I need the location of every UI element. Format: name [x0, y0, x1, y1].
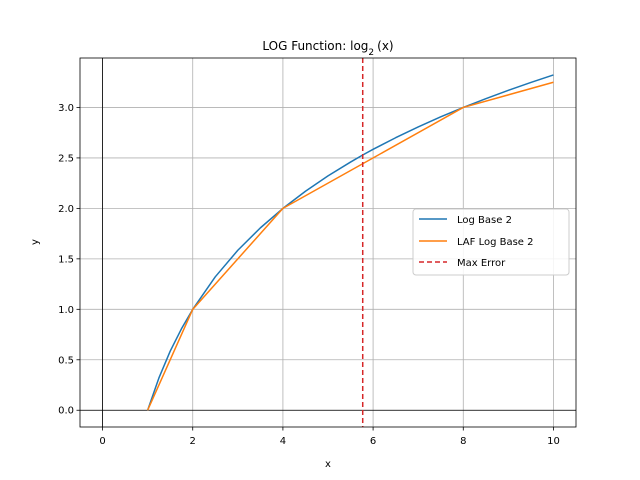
x-tick-label: 10: [547, 436, 560, 447]
legend: Log Base 2 LAF Log Base 2 Max Error: [412, 208, 570, 276]
series-layer: [146, 58, 554, 427]
chart-title: LOG Function: log2 (x): [262, 39, 393, 58]
y-tick-label: 3.0: [58, 103, 74, 114]
y-axis-label: y: [30, 239, 41, 245]
x-tick-label: 4: [280, 436, 286, 447]
y-tick-label: 2.0: [58, 204, 74, 215]
y-tick-label: 0.5: [58, 355, 74, 366]
zero-axis-lines: [80, 58, 576, 427]
x-tick-label: 6: [370, 436, 376, 447]
ticks: 0 2 4 6 8 10 0.0 0.5 1.0 1.5 2.0 2.5 3.0: [58, 103, 560, 447]
x-tick-label: 2: [190, 436, 196, 447]
y-tick-label: 2.5: [58, 153, 74, 164]
y-tick-label: 1.5: [58, 254, 74, 265]
x-axis-label: x: [325, 459, 331, 470]
legend-label-max-error: Max Error: [457, 258, 506, 269]
y-tick-label: 0.0: [58, 406, 74, 417]
x-tick-label: 8: [460, 436, 466, 447]
series-line-laf-log-base-2: [146, 81, 554, 411]
legend-box: [412, 208, 570, 276]
y-tick-label: 1.0: [58, 305, 74, 316]
series-line-log-base-2: [146, 74, 554, 411]
x-tick-label: 0: [99, 436, 105, 447]
legend-label-laf-log-base-2: LAF Log Base 2: [457, 237, 534, 248]
legend-label-log-base-2: Log Base 2: [457, 215, 512, 226]
plot-frame: [79, 57, 577, 428]
